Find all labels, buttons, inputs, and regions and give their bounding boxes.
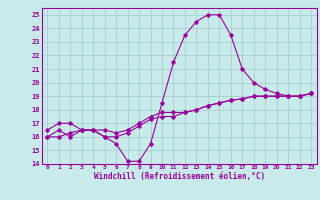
X-axis label: Windchill (Refroidissement éolien,°C): Windchill (Refroidissement éolien,°C) [94, 172, 265, 181]
